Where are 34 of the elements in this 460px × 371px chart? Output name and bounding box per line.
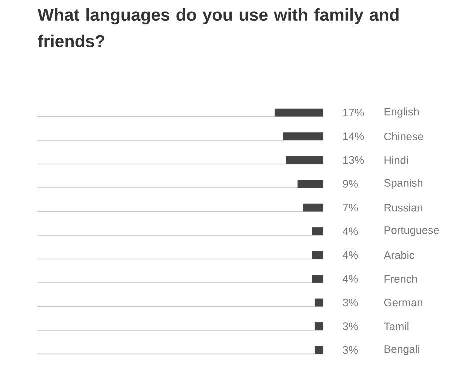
y-tick-label: Hindi	[384, 156, 408, 164]
data-label: 3%	[343, 322, 358, 330]
y-tick-label: Portuguese	[384, 226, 440, 236]
y-tick-label: Bengali	[384, 345, 420, 356]
bar	[274, 108, 324, 117]
data-label: 4%	[342, 228, 358, 236]
y-tick-label: German	[384, 298, 423, 307]
bar	[283, 132, 324, 140]
y-tick-label: Russian	[384, 204, 423, 212]
bar	[312, 228, 324, 236]
bar	[312, 251, 324, 260]
data-label: 4%	[342, 275, 358, 283]
bar	[314, 322, 324, 330]
y-tick-label: Tamil	[384, 322, 409, 330]
data-label: 14%	[344, 132, 364, 140]
bar	[314, 346, 324, 354]
y-tick-label: English	[384, 108, 419, 118]
bar	[304, 204, 324, 212]
bar	[298, 180, 324, 188]
data-label: 4%	[342, 251, 358, 260]
bar	[314, 298, 324, 307]
data-label: 7%	[343, 204, 358, 212]
y-tick-label: Arabic	[384, 251, 414, 260]
bar	[312, 275, 324, 283]
y-tick-label: French	[384, 275, 418, 283]
data-label: 3%	[343, 346, 358, 354]
bar	[286, 156, 324, 164]
y-tick-label: Chinese	[384, 132, 424, 141]
data-label: 3%	[343, 298, 358, 307]
data-label: 17%	[344, 108, 364, 117]
data-label: 9%	[343, 180, 358, 188]
data-label: 13%	[344, 156, 364, 164]
chart-title: What languages do you use with family and friends?	[38, 8, 399, 48]
y-tick-label: Spanish	[384, 178, 423, 190]
